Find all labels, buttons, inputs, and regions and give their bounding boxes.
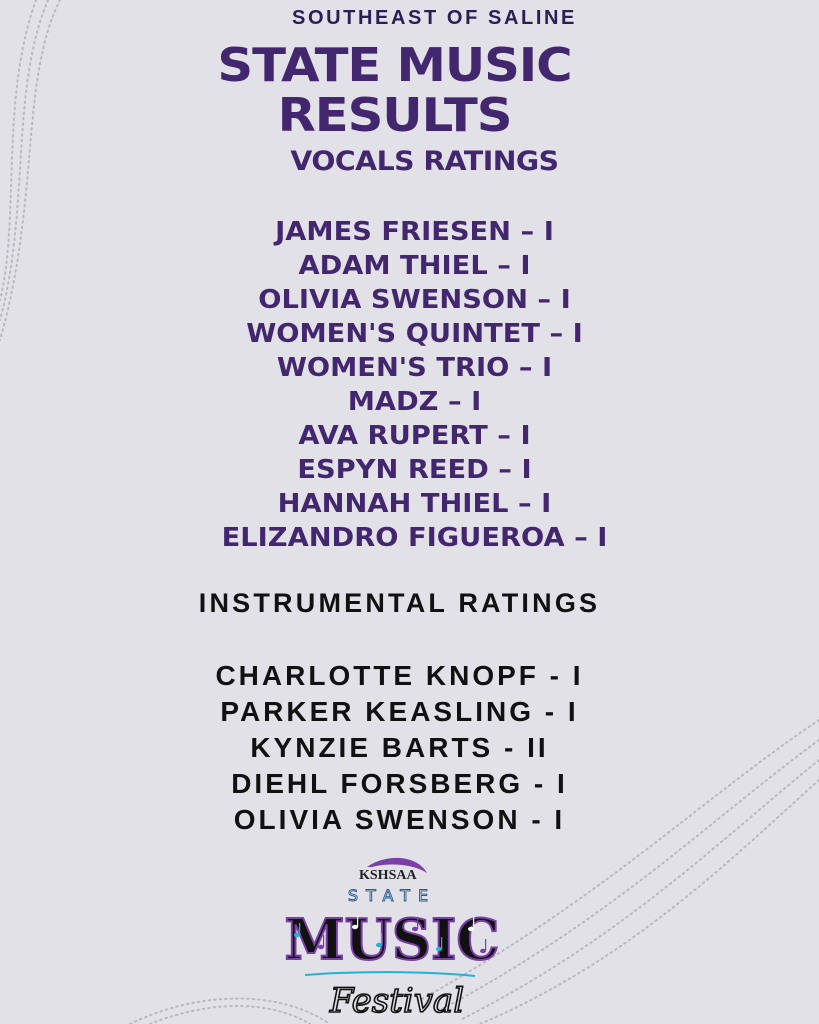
vocal-result: WOMEN'S TRIO – I — [276, 353, 553, 383]
logo-state: STATE — [348, 886, 436, 905]
state-music-festival-logo: KSHSAA STATE MUSIC Festival — [284, 857, 501, 1022]
vocal-result: ESPYN REED – I — [297, 455, 532, 485]
vocal-result: AVA RUPERT – I — [298, 421, 531, 451]
instrumental-result: KYNZIE BARTS - II — [250, 732, 549, 763]
music-notes-pattern — [294, 915, 487, 954]
instrumental-list: CHARLOTTE KNOPF - I PARKER KEASLING - I … — [0, 658, 809, 838]
instrumental-result: OLIVIA SWENSON - I — [233, 804, 566, 835]
vocal-result: HANNAH THIEL – I — [277, 489, 552, 519]
vocal-result: ADAM THIEL – I — [298, 251, 531, 281]
vocal-result: JAMES FRIESEN – I — [275, 217, 554, 247]
page-title: STATE MUSIC RESULTS — [0, 40, 819, 140]
instrumental-result: DIEHL FORSBERG - I — [231, 768, 568, 799]
vocals-list: JAMES FRIESEN – I ADAM THIEL – I OLIVIA … — [5, 215, 819, 555]
instrumental-result: PARKER KEASLING - I — [220, 696, 579, 727]
vocal-result: ELIZANDRO FIGUEROA – I — [221, 523, 608, 553]
logo-festival: Festival — [329, 981, 464, 1021]
vocal-result: MADZ – I — [347, 387, 482, 417]
organization-name: SOUTHEAST OF SALINE — [292, 7, 577, 29]
logo-swash — [304, 971, 476, 977]
title-line-2: RESULTS — [277, 88, 513, 142]
logo-arc — [367, 857, 427, 873]
title-line-1: STATE MUSIC — [217, 38, 572, 92]
vocals-heading: VOCALS RATINGS — [290, 146, 559, 177]
instrumental-result: CHARLOTTE KNOPF - I — [215, 660, 584, 691]
instrumental-heading: INSTRUMENTAL RATINGS — [198, 588, 601, 618]
vocal-result: WOMEN'S QUINTET – I — [246, 319, 583, 349]
logo-music: MUSIC — [285, 907, 500, 973]
vocal-result: OLIVIA SWENSON – I — [258, 285, 571, 315]
logo-org: KSHSAA — [359, 868, 417, 883]
